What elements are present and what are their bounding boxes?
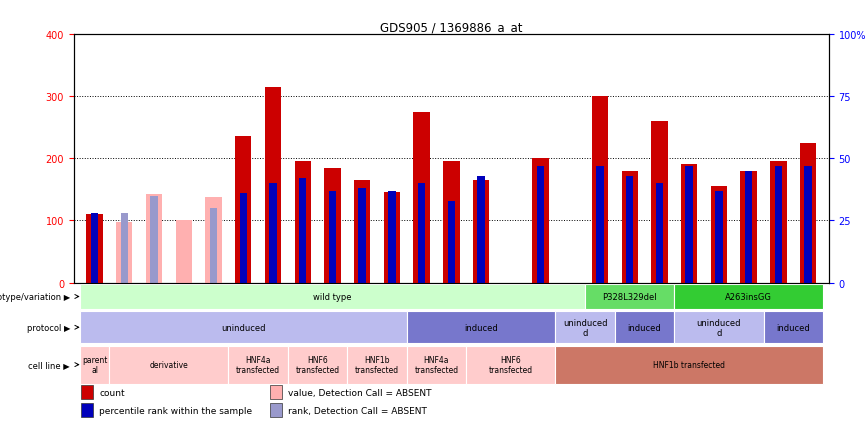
Bar: [556, 346, 823, 384]
Text: protocol ▶: protocol ▶: [27, 323, 70, 332]
Bar: [444, 162, 459, 283]
Text: HNF4a
transfected: HNF4a transfected: [236, 355, 280, 375]
Bar: [621, 171, 638, 283]
Bar: [269, 184, 277, 283]
Text: induced: induced: [776, 323, 810, 332]
Bar: [175, 221, 192, 283]
Bar: [585, 284, 674, 310]
Text: HNF1b
transfected: HNF1b transfected: [355, 355, 399, 375]
Text: induced: induced: [464, 323, 498, 332]
Bar: [240, 194, 247, 283]
Title: GDS905 / 1369886_a_at: GDS905 / 1369886_a_at: [380, 20, 523, 33]
Bar: [388, 191, 396, 283]
Bar: [596, 166, 604, 283]
Bar: [805, 166, 812, 283]
Bar: [651, 122, 667, 283]
Bar: [477, 176, 485, 283]
Bar: [674, 312, 764, 343]
Bar: [210, 209, 217, 283]
Text: wild type: wild type: [313, 293, 352, 301]
Bar: [82, 385, 94, 399]
Text: rank, Detection Call = ABSENT: rank, Detection Call = ABSENT: [288, 406, 427, 414]
Bar: [407, 346, 466, 384]
Text: HNF6
transfected: HNF6 transfected: [295, 355, 339, 375]
Bar: [615, 312, 674, 343]
Bar: [347, 346, 407, 384]
Bar: [655, 184, 663, 283]
Bar: [681, 165, 697, 283]
Bar: [715, 191, 723, 283]
Bar: [686, 166, 693, 283]
Bar: [592, 97, 608, 283]
Text: induced: induced: [628, 323, 661, 332]
Bar: [740, 171, 757, 283]
Bar: [800, 143, 816, 283]
Bar: [674, 284, 823, 310]
Bar: [228, 346, 288, 384]
Bar: [109, 346, 228, 384]
Bar: [556, 312, 615, 343]
Bar: [358, 189, 366, 283]
Bar: [407, 312, 556, 343]
Bar: [764, 312, 823, 343]
Bar: [116, 223, 133, 283]
Bar: [265, 88, 281, 283]
Bar: [80, 312, 407, 343]
Bar: [770, 162, 786, 283]
Text: HNF6
transfected: HNF6 transfected: [489, 355, 533, 375]
Bar: [206, 197, 221, 283]
Bar: [711, 187, 727, 283]
Bar: [270, 385, 282, 399]
Bar: [532, 159, 549, 283]
Text: P328L329del: P328L329del: [602, 293, 657, 301]
Text: derivative: derivative: [149, 360, 188, 369]
Bar: [384, 193, 400, 283]
Bar: [288, 346, 347, 384]
Bar: [121, 214, 128, 283]
Bar: [91, 214, 98, 283]
Text: cell line ▶: cell line ▶: [29, 360, 70, 369]
Bar: [473, 181, 490, 283]
Bar: [354, 181, 371, 283]
Bar: [418, 184, 425, 283]
Text: uninduced: uninduced: [221, 323, 266, 332]
Bar: [466, 346, 556, 384]
Text: uninduced
d: uninduced d: [563, 318, 608, 337]
Bar: [80, 346, 109, 384]
Text: HNF1b transfected: HNF1b transfected: [654, 360, 725, 369]
Bar: [299, 179, 306, 283]
Bar: [745, 171, 753, 283]
Bar: [774, 166, 782, 283]
Text: A263insGG: A263insGG: [726, 293, 773, 301]
Text: percentile rank within the sample: percentile rank within the sample: [100, 406, 253, 414]
Bar: [146, 195, 162, 283]
Bar: [325, 168, 340, 283]
Bar: [448, 201, 455, 283]
Bar: [626, 176, 634, 283]
Text: value, Detection Call = ABSENT: value, Detection Call = ABSENT: [288, 388, 431, 397]
Bar: [413, 112, 430, 283]
Text: HNF4a
transfected: HNF4a transfected: [414, 355, 458, 375]
Bar: [536, 166, 544, 283]
Bar: [80, 284, 585, 310]
Text: parent
al: parent al: [82, 355, 108, 375]
Text: uninduced
d: uninduced d: [697, 318, 741, 337]
Text: genotype/variation ▶: genotype/variation ▶: [0, 293, 70, 301]
Bar: [82, 403, 94, 418]
Bar: [150, 196, 158, 283]
Bar: [294, 162, 311, 283]
Bar: [235, 137, 252, 283]
Bar: [87, 215, 102, 283]
Bar: [329, 191, 336, 283]
Bar: [270, 403, 282, 418]
Text: count: count: [100, 388, 125, 397]
